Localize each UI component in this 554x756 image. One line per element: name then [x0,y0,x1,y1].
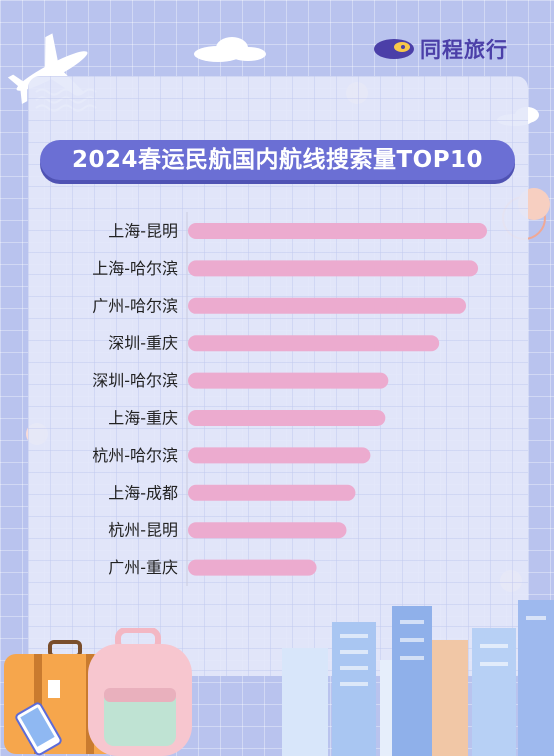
bar [188,297,467,314]
category-label: 上海-昆明 [108,222,178,241]
brand-name: 同程旅行 [420,38,508,62]
brand-logo-group: 同程旅行 [372,34,508,64]
chart-title: 2024春运民航国内航线搜索量TOP10 [71,147,484,173]
category-label: 广州-哈尔滨 [92,296,178,315]
phone-icon [15,702,62,756]
category-label: 深圳-重庆 [108,334,178,353]
category-label: 上海-成都 [108,483,178,502]
backpack-illustration [88,628,192,756]
bar [188,335,440,352]
category-label: 上海-重庆 [108,409,178,428]
bar [188,447,371,464]
bar [188,372,389,389]
bar [188,223,487,239]
category-label: 杭州-哈尔滨 [92,446,178,465]
city-skyline-illustration [282,600,554,756]
bar [188,484,356,501]
category-label: 杭州-昆明 [108,521,178,540]
bar [188,260,479,277]
category-label: 广州-重庆 [108,558,178,577]
bar [188,522,347,539]
title-banner [40,140,515,180]
category-label: 上海-哈尔滨 [92,259,178,278]
category-label: 深圳-哈尔滨 [92,371,178,390]
bar [188,410,386,426]
brand-logo-icon [374,39,414,59]
cloud-decoration [194,37,266,62]
bar [188,559,317,576]
